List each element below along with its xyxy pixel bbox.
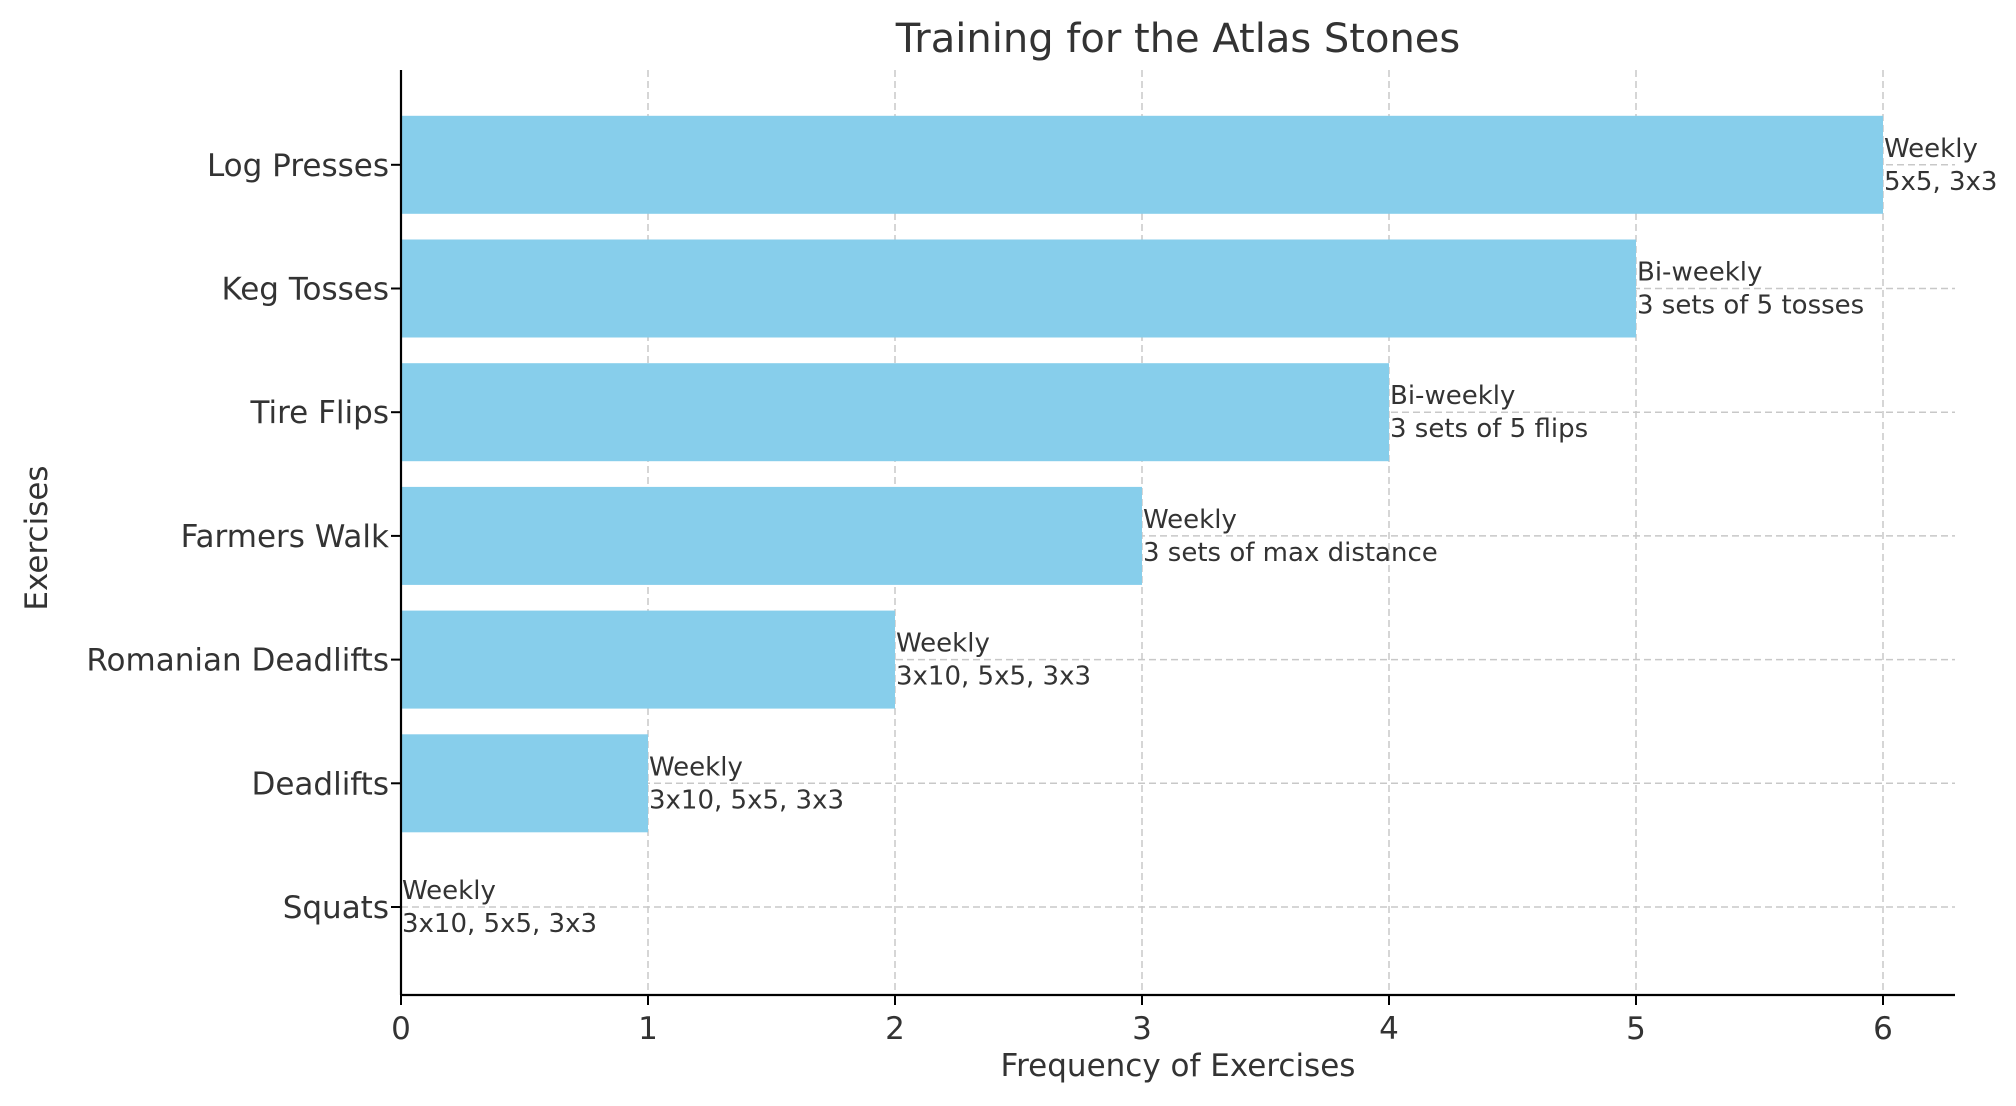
data-label: Weekly	[1884, 134, 1978, 164]
bar-romanian-deadlifts	[401, 610, 895, 709]
x-tick-label: 3	[1132, 1011, 1152, 1047]
x-tick-label: 2	[885, 1011, 905, 1047]
data-label: 3 sets of 5 tosses	[1637, 291, 1864, 321]
x-axis-label: Frequency of Exercises	[1001, 1048, 1356, 1084]
data-label: 3 sets of 5 flips	[1390, 414, 1588, 444]
tick-layer: 0 1 2 3 4 5 6 Squats Deadlifts Romanian Deadlifts…	[86, 148, 1892, 1047]
bar-log-presses	[401, 115, 1883, 214]
data-label: Bi-weekly	[1390, 381, 1515, 411]
y-tick-label: Deadlifts	[251, 766, 389, 802]
data-label: 3x10, 5x5, 3x3	[649, 785, 844, 815]
y-axis-label: Exercises	[19, 465, 55, 610]
data-label: 3 sets of max distance	[1143, 538, 1438, 568]
data-label: 5x5, 3x3	[1884, 167, 1997, 197]
data-label: 3x10, 5x5, 3x3	[896, 662, 1091, 692]
x-tick-label: 6	[1873, 1011, 1893, 1047]
x-tick-label: 0	[391, 1011, 411, 1047]
data-label: 3x10, 5x5, 3x3	[402, 909, 597, 939]
x-tick-label: 5	[1626, 1011, 1646, 1047]
bar-deadlifts	[401, 734, 648, 833]
x-tick-label: 4	[1379, 1011, 1399, 1047]
data-label: Bi-weekly	[1637, 258, 1762, 288]
y-tick-label: Farmers Walk	[181, 519, 389, 555]
x-tick-label: 1	[638, 1011, 658, 1047]
y-tick-label: Log Presses	[207, 148, 389, 184]
y-tick-label: Romanian Deadlifts	[86, 643, 389, 679]
axis-layer	[399, 70, 1955, 997]
bar-farmers-walk	[401, 486, 1142, 585]
data-label: Weekly	[649, 752, 743, 782]
bar-tire-flips	[401, 363, 1389, 462]
bar-keg-tosses	[401, 239, 1636, 338]
y-tick-label: Keg Tosses	[221, 272, 389, 308]
chart-title: Training for the Atlas Stones	[895, 16, 1461, 62]
data-label: Weekly	[896, 629, 990, 659]
y-tick-label: Squats	[283, 890, 389, 926]
data-label: Weekly	[402, 876, 496, 906]
bar-layer	[401, 115, 1883, 833]
data-label: Weekly	[1143, 505, 1237, 535]
y-tick-label: Tire Flips	[250, 395, 389, 431]
